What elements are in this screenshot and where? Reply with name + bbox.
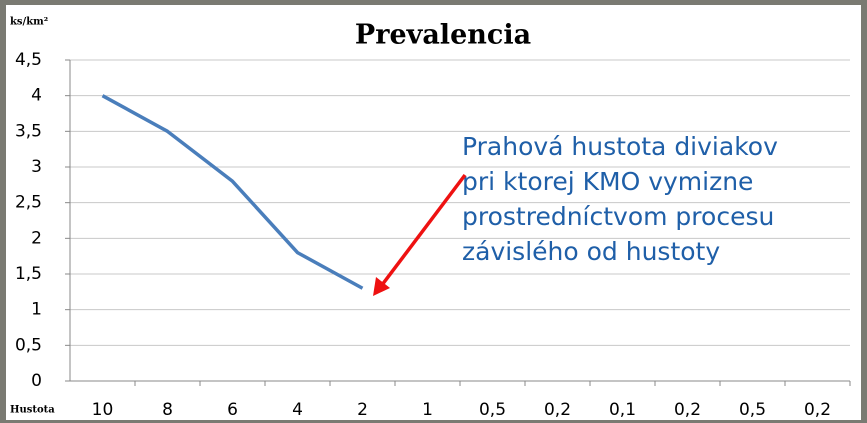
y-tick-label: 0,5 (15, 335, 42, 355)
x-tick-label: 0,2 (804, 400, 831, 420)
x-tick-label: 0,1 (609, 400, 636, 420)
x-tick-label: 0,2 (544, 400, 571, 420)
y-tick-label: 3,5 (15, 121, 42, 141)
y-tick-label: 4,5 (15, 50, 42, 70)
y-tick-label: 2,5 (15, 193, 42, 213)
x-axis-label: Hustota (10, 405, 55, 416)
x-tick-label: 4 (292, 400, 303, 420)
x-tick-label: 8 (162, 400, 173, 420)
y-tick-label: 3 (31, 157, 42, 177)
x-tick-label: 0,5 (739, 400, 766, 420)
chart-title: Prevalencia (355, 20, 531, 51)
y-tick-label: 4 (31, 86, 42, 106)
y-tick-label: 0 (31, 371, 42, 391)
y-tick-label: 1,5 (15, 264, 42, 284)
x-tick-label: 0,5 (479, 400, 506, 420)
x-tick-label: 2 (357, 400, 368, 420)
annotation-line: pri ktorej KMO vymizne (462, 167, 753, 196)
annotation-line: závislého od hustoty (462, 237, 720, 266)
annotation-arrow (380, 173, 467, 287)
y-axis-label: ks/km² (10, 17, 48, 28)
x-tick-label: 1 (422, 400, 433, 420)
y-tick-label: 1 (31, 300, 42, 320)
data-line (101, 94, 364, 290)
x-tick-label: 10 (92, 400, 114, 420)
annotation-line: prostredníctvom procesu (462, 202, 774, 231)
chart-background (6, 5, 861, 420)
x-tick-label: 0,2 (674, 400, 701, 420)
x-tick-label: 6 (227, 400, 238, 420)
annotation-arrowhead (373, 277, 390, 296)
y-tick-label: 2 (31, 228, 42, 248)
annotation-line: Prahová hustota diviakov (462, 132, 778, 161)
